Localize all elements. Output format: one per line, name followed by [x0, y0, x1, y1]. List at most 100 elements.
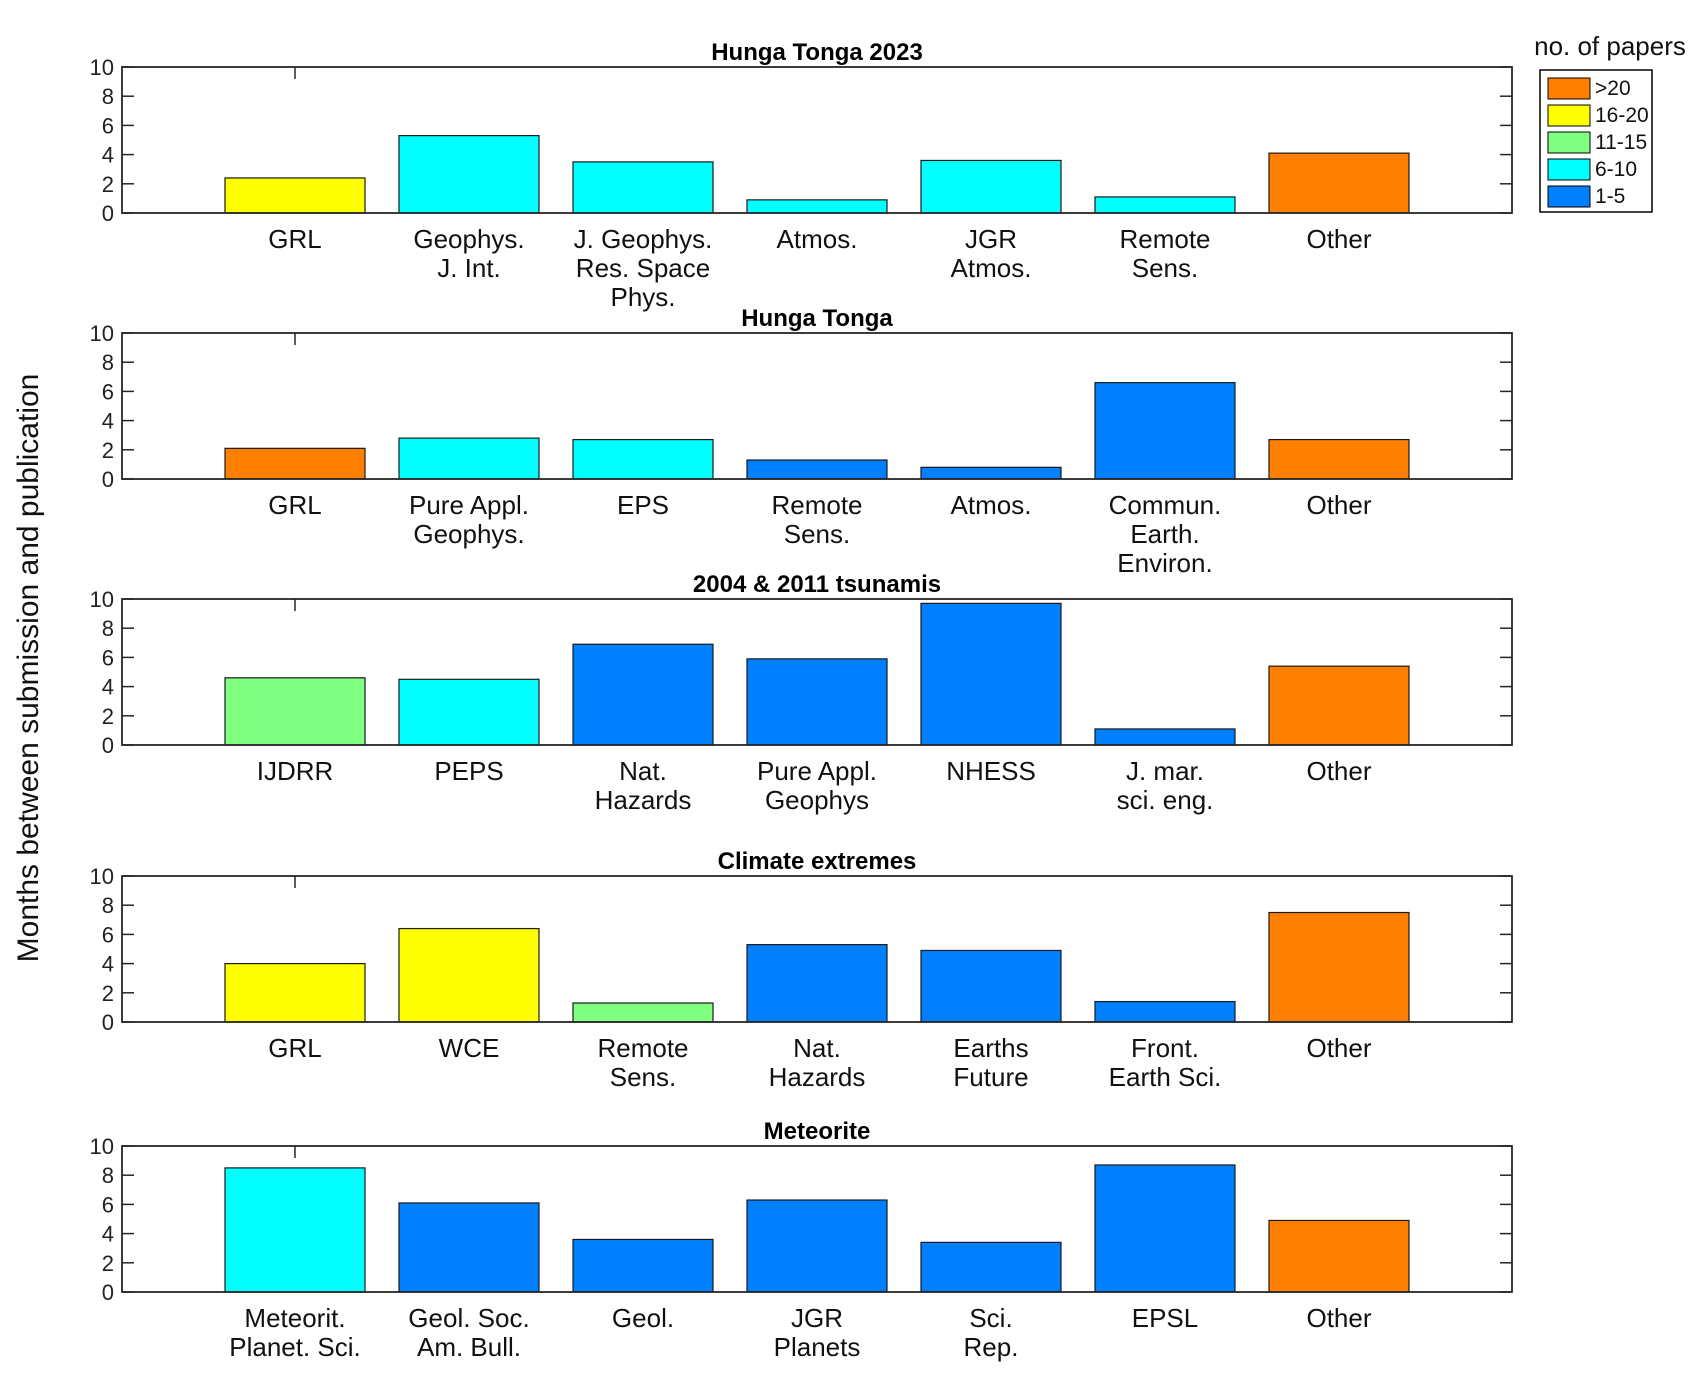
chart-panel: Hunga Tonga 2023 GRL Geophys. J. Int. J. Geo…: [90, 39, 1513, 312]
category-label-line: Sens.: [1132, 253, 1199, 283]
category-label: EPS: [617, 490, 669, 520]
category-label: Remote Sens.: [597, 1033, 688, 1092]
bar: [1094, 728, 1236, 746]
y-tick-label: 2: [102, 1251, 114, 1276]
category-label: Other: [1306, 756, 1371, 786]
legend: no. of papers >20 16-20 11-15 6-10 1-5: [1534, 31, 1686, 213]
category-label: IJDRR: [257, 756, 334, 786]
legend-swatch: [1547, 158, 1591, 181]
y-tick-label: 2: [102, 981, 114, 1006]
category-label-line: Earth Sci.: [1109, 1062, 1222, 1092]
bar: [1268, 1219, 1410, 1293]
category-label: EPSL: [1132, 1303, 1199, 1333]
y-tick-label: 4: [102, 409, 114, 434]
panel-title: Climate extremes: [718, 848, 917, 875]
bar: [920, 159, 1062, 214]
y-tick-label: 8: [102, 84, 114, 109]
category-label-line: WCE: [439, 1033, 500, 1063]
y-tick-label: 6: [102, 113, 114, 138]
category-label-line: Other: [1306, 490, 1371, 520]
y-tick-label: 0: [102, 201, 114, 226]
category-label-line: Phys.: [610, 282, 675, 312]
chart-panel: 2004 & 2011 tsunamis IJDRR PEPS Nat. Hazards…: [90, 571, 1513, 815]
category-label-line: Atmos.: [777, 224, 858, 254]
category-label: Geol.: [612, 1303, 674, 1333]
y-tick-label: 10: [90, 321, 114, 346]
bar: [398, 135, 540, 214]
category-label-line: Earths: [953, 1033, 1028, 1063]
category-label-line: Hazards: [769, 1062, 866, 1092]
category-label: Remote Sens.: [1119, 224, 1210, 283]
category-label: Geol. Soc. Am. Bull.: [408, 1303, 529, 1362]
category-label-line: Pure Appl.: [757, 756, 877, 786]
bar: [572, 1238, 714, 1293]
category-label: Pure Appl. Geophys: [757, 756, 877, 815]
bar: [224, 677, 366, 746]
bar: [920, 1241, 1062, 1293]
category-label: Atmos.: [951, 490, 1032, 520]
legend-title: no. of papers: [1534, 31, 1686, 61]
y-tick-label: 8: [102, 350, 114, 375]
y-tick-label: 6: [102, 379, 114, 404]
category-label-line: Nat.: [793, 1033, 841, 1063]
legend-label: 1-5: [1595, 185, 1625, 208]
category-label-line: Planet. Sci.: [229, 1332, 361, 1362]
category-label: Front. Earth Sci.: [1109, 1033, 1222, 1092]
bar: [1094, 1164, 1236, 1293]
category-label-line: GRL: [268, 490, 321, 520]
bar: [920, 466, 1062, 480]
category-label-line: Geophys: [765, 785, 869, 815]
category-label: Other: [1306, 1033, 1371, 1063]
y-tick-label: 2: [102, 172, 114, 197]
category-label-line: Front.: [1131, 1033, 1199, 1063]
bar: [1094, 1000, 1236, 1023]
category-label-line: JGR: [791, 1303, 843, 1333]
bar: [398, 1202, 540, 1293]
bar: [572, 643, 714, 746]
category-label-line: Other: [1306, 224, 1371, 254]
bar: [1094, 382, 1236, 480]
category-label-line: Planets: [774, 1332, 861, 1362]
bar: [572, 161, 714, 214]
category-label: Nat. Hazards: [595, 756, 692, 815]
category-label-line: Atmos.: [951, 253, 1032, 283]
category-label-line: GRL: [268, 1033, 321, 1063]
bar: [1094, 196, 1236, 214]
legend-label: 11-15: [1595, 131, 1647, 154]
category-label-line: Am. Bull.: [417, 1332, 521, 1362]
bar: [398, 678, 540, 746]
legend-label: 6-10: [1595, 158, 1637, 181]
axes-box: [121, 66, 1513, 214]
y-tick-label: 0: [102, 467, 114, 492]
category-label: Meteorit. Planet. Sci.: [229, 1303, 361, 1362]
category-label-line: Commun.: [1109, 490, 1222, 520]
bar: [1268, 665, 1410, 746]
bar: [224, 447, 366, 480]
bar: [1268, 152, 1410, 214]
y-tick-label: 6: [102, 922, 114, 947]
category-label: Remote Sens.: [771, 490, 862, 549]
category-label-line: Geol.: [612, 1303, 674, 1333]
category-label: JGR Planets: [774, 1303, 861, 1362]
category-label-line: Earth.: [1130, 519, 1199, 549]
category-label: JGR Atmos.: [951, 224, 1032, 283]
category-label: Pure Appl. Geophys.: [409, 490, 529, 549]
panel-title: Hunga Tonga 2023: [711, 39, 923, 66]
category-label: PEPS: [434, 756, 503, 786]
bar: [224, 962, 366, 1023]
legend-swatch: [1547, 185, 1591, 208]
bar: [746, 459, 888, 480]
bar: [1268, 911, 1410, 1023]
y-tick-label: 4: [102, 143, 114, 168]
category-label-line: Environ.: [1117, 548, 1212, 578]
y-tick-label: 10: [90, 864, 114, 889]
category-label-line: Other: [1306, 1303, 1371, 1333]
y-axis-label: Months between submission and publicatio…: [12, 374, 45, 963]
chart-panel: Meteorite Meteorit. Planet. Sci. Geol. Soc.…: [90, 1118, 1513, 1362]
category-label: Geophys. J. Int.: [413, 224, 524, 283]
bar: [224, 1167, 366, 1293]
bar: [746, 944, 888, 1023]
y-tick-label: 10: [90, 55, 114, 80]
